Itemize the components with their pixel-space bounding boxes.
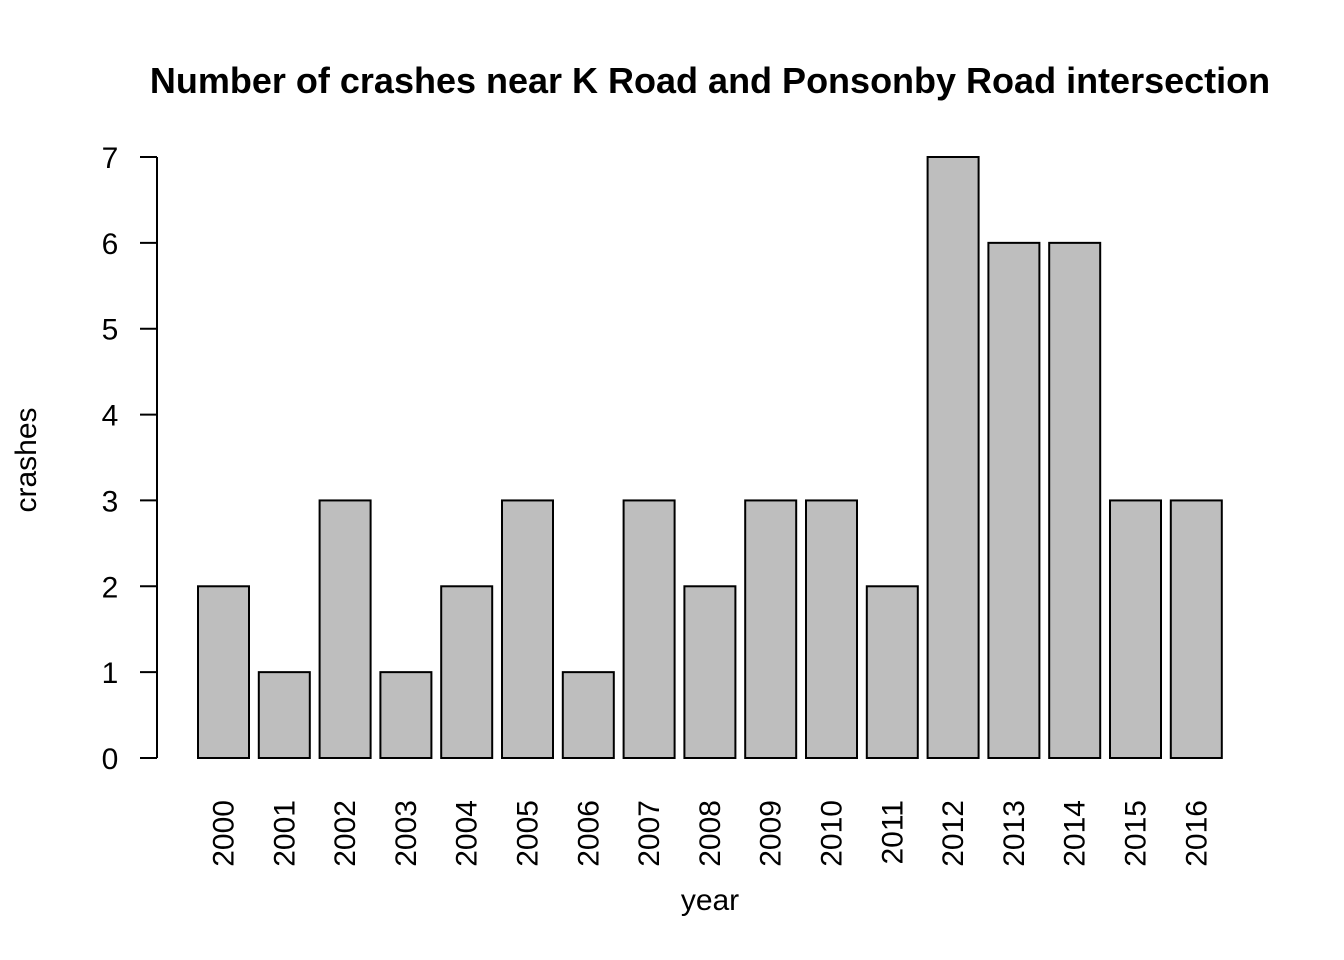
x-axis-label: year [681,884,739,917]
bar [926,156,980,759]
bar [805,499,858,759]
y-axis-label: crashes [10,407,43,512]
y-tick-label: 3 [102,485,119,518]
x-tick-label: 2012 [937,800,970,867]
bar [501,499,554,759]
x-tick-label: 2016 [1180,800,1213,867]
y-axis: 0 1 2 3 4 5 6 7 [102,142,158,776]
x-tick-label: 2009 [755,800,788,867]
x-tick-label: 2015 [1120,800,1153,867]
bar [257,671,311,760]
x-tick-label: 2006 [572,800,605,867]
x-tick-label: 2013 [998,800,1031,867]
bar [440,585,494,759]
y-tick-label: 7 [102,142,119,175]
x-tick-label: 2007 [633,800,666,867]
y-tick-label: 0 [102,743,119,776]
x-axis-tick-labels: 2000 2001 2002 2003 2004 2005 2006 2007 2008 2009… [208,800,1214,867]
bars-group [197,156,1223,760]
x-tick-label: 2004 [451,800,484,867]
bar [1109,499,1162,759]
bar [379,671,433,760]
x-tick-label: 2010 [816,800,849,867]
chart-title: Number of crashes near K Road and Ponson… [150,60,1270,101]
bar [561,671,615,760]
y-axis-ticks: 0 1 2 3 4 5 6 7 [102,142,157,776]
x-tick-label: 2008 [694,800,727,867]
y-tick-label: 6 [102,228,119,261]
bar [865,585,919,759]
x-tick-label: 2011 [876,800,909,865]
bar [318,499,372,759]
bar [744,499,798,759]
x-tick-label: 2014 [1059,800,1092,867]
bar [987,241,1041,760]
y-tick-label: 5 [102,314,119,347]
bar [197,585,250,759]
x-tick-label: 2005 [512,800,545,867]
x-tick-label: 2003 [390,800,423,867]
y-tick-label: 2 [102,571,119,604]
bar [622,499,676,759]
x-tick-label: 2001 [268,800,301,867]
y-tick-label: 1 [102,657,119,690]
x-tick-label: 2002 [329,800,362,867]
bar [683,585,737,759]
bar [1048,241,1102,760]
y-tick-label: 4 [102,400,119,433]
x-tick-label: 2000 [208,800,241,867]
bar [1169,499,1223,759]
